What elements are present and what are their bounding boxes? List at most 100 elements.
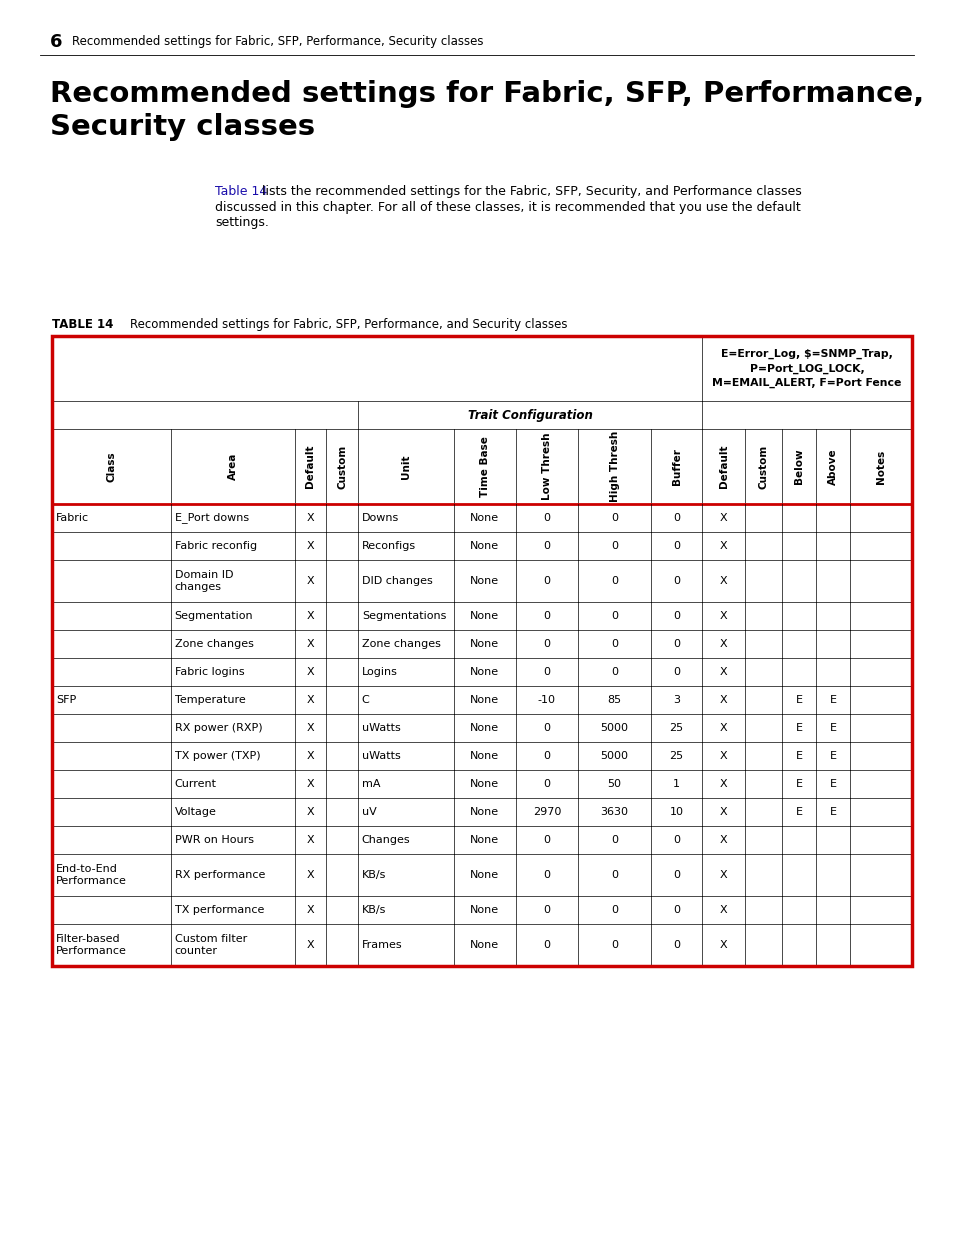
Text: X: X <box>306 576 314 585</box>
Text: X: X <box>719 541 726 551</box>
Text: Trait Configuration: Trait Configuration <box>467 409 592 421</box>
Text: PWR on Hours: PWR on Hours <box>174 835 253 845</box>
Text: None: None <box>470 940 498 950</box>
Text: E_Port downs: E_Port downs <box>174 513 249 524</box>
Text: Fabric: Fabric <box>56 513 89 522</box>
Text: Buffer: Buffer <box>671 448 681 485</box>
Text: X: X <box>306 835 314 845</box>
Text: X: X <box>719 940 726 950</box>
Text: discussed in this chapter. For all of these classes, it is recommended that you : discussed in this chapter. For all of th… <box>214 200 800 214</box>
Text: 5000: 5000 <box>600 751 628 761</box>
Text: 0: 0 <box>543 638 550 650</box>
Text: 85: 85 <box>607 695 621 705</box>
Text: 0: 0 <box>673 835 679 845</box>
Text: E=Error_Log, $=SNMP_Trap,
P=Port_LOG_LOCK,
M=EMAIL_ALERT, F=Port Fence: E=Error_Log, $=SNMP_Trap, P=Port_LOG_LOC… <box>712 350 901 388</box>
Text: X: X <box>306 611 314 621</box>
Text: None: None <box>470 695 498 705</box>
Text: Logins: Logins <box>361 667 397 677</box>
Text: Below: Below <box>793 448 803 484</box>
Text: Domain ID
changes: Domain ID changes <box>174 571 233 592</box>
Text: lists the recommended settings for the Fabric, SFP, Security, and Performance cl: lists the recommended settings for the F… <box>257 185 801 198</box>
Text: X: X <box>719 779 726 789</box>
Text: X: X <box>719 751 726 761</box>
Text: X: X <box>306 667 314 677</box>
Text: 0: 0 <box>673 940 679 950</box>
Text: 25: 25 <box>669 751 683 761</box>
Text: X: X <box>719 905 726 915</box>
Text: 0: 0 <box>673 905 679 915</box>
Text: uWatts: uWatts <box>361 722 400 734</box>
Text: X: X <box>306 638 314 650</box>
Text: TX performance: TX performance <box>174 905 264 915</box>
Text: X: X <box>306 751 314 761</box>
Text: KB/s: KB/s <box>361 905 386 915</box>
Text: X: X <box>719 513 726 522</box>
Text: E: E <box>828 779 836 789</box>
Text: X: X <box>306 940 314 950</box>
Text: Notes: Notes <box>875 450 885 484</box>
Text: 0: 0 <box>543 779 550 789</box>
Text: Above: Above <box>827 448 837 485</box>
Text: 5000: 5000 <box>600 722 628 734</box>
Text: Recommended settings for Fabric, SFP, Performance, Security classes: Recommended settings for Fabric, SFP, Pe… <box>71 36 483 48</box>
Text: X: X <box>719 835 726 845</box>
Text: X: X <box>719 638 726 650</box>
Text: None: None <box>470 722 498 734</box>
Text: None: None <box>470 513 498 522</box>
Text: 0: 0 <box>673 541 679 551</box>
Text: Custom: Custom <box>758 445 768 489</box>
Text: Security classes: Security classes <box>50 112 314 141</box>
Text: 0: 0 <box>543 869 550 881</box>
Text: Area: Area <box>228 453 237 480</box>
Text: X: X <box>719 869 726 881</box>
Text: X: X <box>719 695 726 705</box>
Text: Fabric reconfig: Fabric reconfig <box>174 541 256 551</box>
Text: 0: 0 <box>543 722 550 734</box>
Text: X: X <box>306 541 314 551</box>
Text: Table 14: Table 14 <box>214 185 267 198</box>
Text: X: X <box>306 905 314 915</box>
Text: KB/s: KB/s <box>361 869 386 881</box>
Text: 0: 0 <box>673 513 679 522</box>
Text: RX power (RXP): RX power (RXP) <box>174 722 262 734</box>
Text: E: E <box>795 751 801 761</box>
Text: 0: 0 <box>611 940 618 950</box>
Text: Custom filter
counter: Custom filter counter <box>174 934 247 956</box>
Text: None: None <box>470 611 498 621</box>
Text: Voltage: Voltage <box>174 806 216 818</box>
Text: SFP: SFP <box>56 695 76 705</box>
Text: Low Thresh: Low Thresh <box>541 432 552 500</box>
Text: Recommended settings for Fabric, SFP, Performance,: Recommended settings for Fabric, SFP, Pe… <box>50 80 923 107</box>
Text: X: X <box>306 513 314 522</box>
Text: X: X <box>719 806 726 818</box>
Text: Time Base: Time Base <box>479 436 489 496</box>
Text: DID changes: DID changes <box>361 576 432 585</box>
Text: None: None <box>470 806 498 818</box>
Text: Current: Current <box>174 779 216 789</box>
Text: Downs: Downs <box>361 513 398 522</box>
Text: Segmentations: Segmentations <box>361 611 446 621</box>
Text: Default: Default <box>718 445 728 488</box>
Text: 0: 0 <box>611 869 618 881</box>
Text: E: E <box>795 779 801 789</box>
Text: E: E <box>795 806 801 818</box>
Text: X: X <box>306 806 314 818</box>
Text: Temperature: Temperature <box>174 695 245 705</box>
Text: 0: 0 <box>611 667 618 677</box>
Text: X: X <box>306 695 314 705</box>
Text: 0: 0 <box>611 611 618 621</box>
Text: 0: 0 <box>543 611 550 621</box>
Text: 0: 0 <box>543 905 550 915</box>
Text: Frames: Frames <box>361 940 402 950</box>
Bar <box>52 336 911 966</box>
Text: 1: 1 <box>673 779 679 789</box>
Text: 25: 25 <box>669 722 683 734</box>
Text: Segmentation: Segmentation <box>174 611 253 621</box>
Text: 0: 0 <box>543 940 550 950</box>
Text: X: X <box>306 869 314 881</box>
Text: Unit: Unit <box>400 454 411 479</box>
Text: Fabric logins: Fabric logins <box>174 667 244 677</box>
Text: RX performance: RX performance <box>174 869 265 881</box>
Bar <box>52 336 911 966</box>
Text: None: None <box>470 751 498 761</box>
